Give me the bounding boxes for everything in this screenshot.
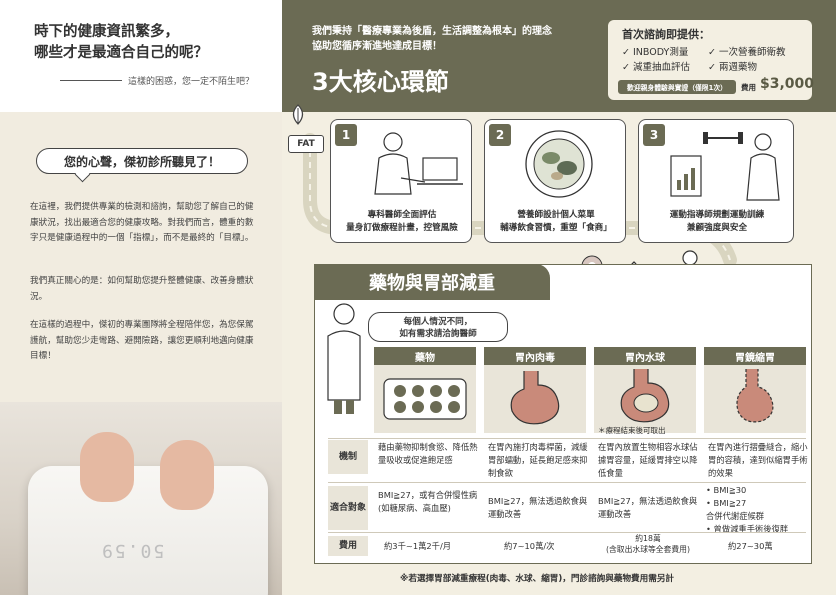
fat-label: FAT	[288, 135, 324, 153]
cell-drug-cost: 約3千~1萬2千/月	[384, 541, 452, 551]
step-caption-line1: 運動指導師規劃運動訓練	[669, 210, 765, 220]
offer-item-text: 一次營養師衛教	[718, 47, 786, 58]
cell-esg-mechanism: 在胃內進行摺疊縫合，縮小胃的容積，達到似縮胃手術的效果	[708, 442, 808, 478]
row-label-mechanism: 機制	[328, 440, 368, 474]
cell-balloon-target: BMI≧27，無法透過飲食與運動改善	[598, 496, 698, 519]
offer-price: $3,000	[760, 76, 815, 92]
left-header	[0, 0, 282, 112]
left-title-line1: 時下的健康資訊繁多，	[34, 24, 179, 40]
step-caption-line2: 量身訂做療程計畫，控管風險	[346, 223, 458, 233]
cell-botox-cost: 約7~10萬/次	[504, 541, 555, 551]
consult-line2: 如有需求請洽詢醫師	[399, 329, 477, 339]
offer-item: ✓ INBODY測量	[622, 47, 689, 58]
step-number: 3	[643, 124, 665, 146]
offer-item: ✓ 減重抽血評估	[622, 62, 690, 73]
left-title: 時下的健康資訊繁多， 哪些才是最適合自己的呢？	[34, 22, 274, 64]
header-intro-line1: 我們秉持「醫療專業為後盾，生活調整為根本」的理念	[312, 26, 552, 37]
row-divider	[328, 438, 806, 439]
left-foot	[80, 432, 134, 502]
step-number: 2	[489, 124, 511, 146]
step-card-1: 1 專科醫師全面評估 量身訂做療程計畫，控管風險	[330, 119, 472, 243]
right-foot	[160, 440, 214, 510]
sleeve-stomach-icon	[736, 369, 774, 423]
cell-esg-target: • BMI≧30 • BMI≧27 合併代謝症候群 • 曾做減重手術後復胖	[706, 485, 789, 534]
section-title: 藥物與胃部減重	[314, 264, 550, 300]
cell-botox-target: BMI≧27，無法透過飲食與運動改善	[488, 496, 588, 519]
trainer-chart-icon	[670, 132, 780, 201]
step-caption-line1: 營養師設計個人菜單	[517, 210, 595, 220]
step-caption-line2: 兼顧強度與安全	[686, 223, 748, 233]
cell-esg-cost: 約27~30萬	[728, 541, 773, 551]
step-caption: 營養師設計個人菜單 輔導飲食習慣，重塑「食商」	[485, 209, 627, 235]
step-caption-line2: 輔導飲食習慣，重塑「食商」	[500, 223, 612, 233]
offer-item-text: INBODY測量	[632, 47, 689, 58]
cell-drug-target: BMI≧27，或有合併慢性病(如糖尿病、高血壓)	[378, 490, 478, 513]
leaf-icon	[292, 104, 304, 125]
balloon-stomach-icon	[620, 369, 670, 423]
cell-balloon-mechanism: 在胃內放置生物相容水球佔據胃容量，延緩胃排空以降低食量	[598, 442, 698, 478]
row-divider	[328, 482, 806, 483]
meal-plate-icon	[525, 130, 593, 198]
offer-title: 首次諮詢即提供：	[622, 28, 710, 41]
header-intro: 我們秉持「醫療專業為後盾，生活調整為根本」的理念 協助您循序漸進地達成目標！	[312, 24, 602, 54]
pills-image	[374, 365, 476, 433]
scale-photo: 50.59	[0, 402, 282, 595]
col-head-esg: 胃鏡縮胃	[704, 347, 806, 365]
paragraph-1: 在這裡，我們提供專業的檢測和諮詢，幫助您了解自己的健康狀況，找出最適合您的健康攻…	[30, 202, 254, 243]
header-big-title: 3大核心環節	[312, 68, 449, 96]
step-caption: 專科醫師全面評估 量身訂做療程計畫，控管風險	[331, 209, 473, 235]
col-head-balloon: 胃內水球	[594, 347, 696, 365]
offer-item: ✓ 一次營養師衛教	[708, 47, 786, 58]
paragraph-2: 我們真正關心的是：如何幫助您提升整體健康、改善身體狀況。	[30, 276, 254, 302]
left-subtitle: 這樣的困惑，您一定不陌生吧？	[60, 74, 254, 87]
left-title-line2: 哪些才是最適合自己的呢？	[34, 45, 208, 61]
balloon-note: ＊療程結束後可取出	[598, 426, 666, 435]
cell-botox-mechanism: 在胃內施打肉毒桿菌，減緩胃部蠕動，延長飽足感來抑制食欲	[488, 442, 588, 478]
consult-line1: 每個人情況不同，	[403, 317, 473, 327]
consult-bubble: 每個人情況不同， 如有需求請洽詢醫師	[368, 312, 508, 342]
step-card-2: 2 營養師設計個人菜單 輔導飲食習慣，重塑「食商」	[484, 119, 626, 243]
pills-icon	[383, 378, 467, 420]
stomach-esg-image	[704, 365, 806, 433]
header-intro-line2: 協助您循序漸進地達成目標！	[312, 41, 442, 52]
step-number: 1	[335, 124, 357, 146]
scale-reading: 50.59	[100, 540, 165, 561]
footnote: ※若選擇胃部減重療程(肉毒、水球、縮胃)，門診諮詢與藥物費用需另計	[400, 574, 675, 584]
cell-drug-mechanism: 藉由藥物抑制食慾、降低熱量吸收或促進飽足感	[378, 442, 478, 465]
row-label-target: 適合對象	[328, 486, 368, 530]
step-caption: 運動指導師規劃運動訓練 兼顧強度與安全	[639, 209, 795, 235]
offer-fee-label: 費用	[741, 83, 756, 92]
doctor-illustration	[327, 303, 361, 414]
divider-line	[60, 80, 122, 81]
left-subtitle-text: 這樣的困惑，您一定不陌生吧？	[128, 77, 255, 87]
stomach-icon	[510, 371, 560, 425]
offer-item: ✓ 兩週藥物	[708, 62, 757, 73]
offer-box: 首次諮詢即提供： ✓ INBODY測量 ✓ 一次營養師衛教 ✓ 減重抽血評估 ✓…	[608, 20, 815, 100]
bathroom-scale	[28, 466, 268, 595]
step-card-3: 3 運動指導師規劃運動訓練 兼顧強度與安全	[638, 119, 794, 243]
offer-item-text: 減重抽血評估	[632, 62, 690, 73]
cell-balloon-cost: 約18萬 (含取出水球等全套費用)	[605, 534, 691, 554]
row-divider	[328, 532, 806, 533]
row-label-cost: 費用	[328, 536, 368, 556]
offer-pill: 歡迎親身體驗與實證（僅限1次）	[618, 80, 736, 94]
col-head-botox: 胃內肉毒	[484, 347, 586, 365]
paragraph-3: 在這樣的過程中，傑初的專業團隊將全程陪伴您，為您保駕護航，幫助您少走彎路、避開險…	[30, 320, 254, 361]
stomach-botox-image	[484, 365, 586, 433]
offer-item-text: 兩週藥物	[718, 62, 757, 73]
doctor-laptop-icon	[374, 132, 463, 195]
speech-bubble: 您的心聲，傑初診所聽見了！	[36, 148, 248, 174]
step-caption-line1: 專科醫師全面評估	[367, 210, 437, 220]
col-head-drug: 藥物	[374, 347, 476, 365]
stomach-balloon-image	[594, 365, 696, 433]
